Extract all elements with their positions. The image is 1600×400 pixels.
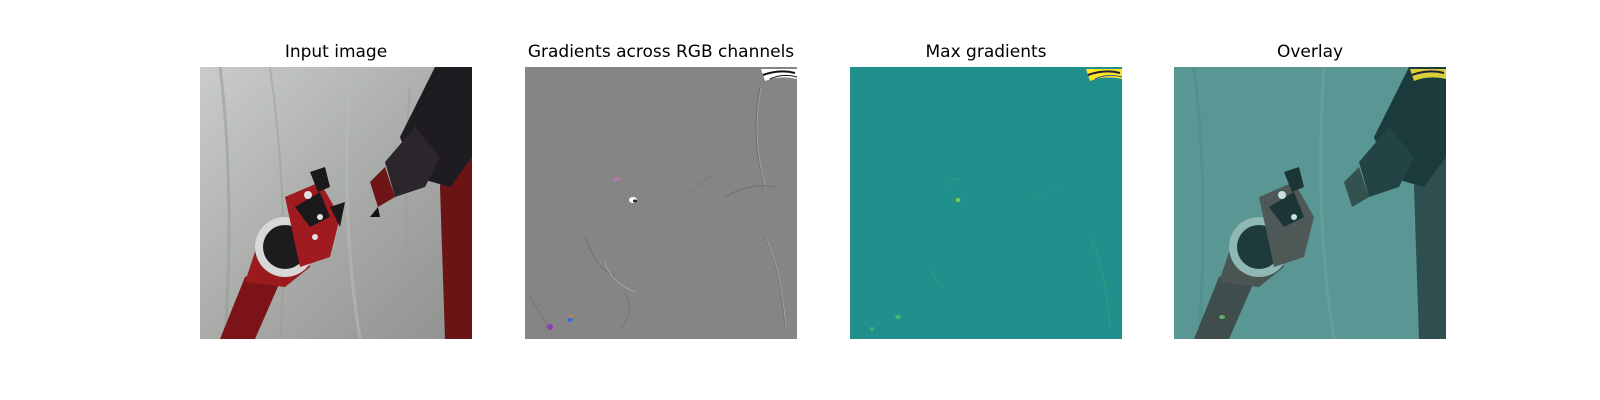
panel-input-image: Input image [200, 0, 472, 400]
rgb-gradient-image [525, 67, 797, 339]
panel-rgb-gradients: Gradients across RGB channels [525, 0, 797, 400]
panel-max-gradients: Max gradients [850, 0, 1122, 400]
max-gradient-image [850, 67, 1122, 339]
panel-title: Gradients across RGB channels [527, 42, 795, 62]
panel-overlay: Overlay [1174, 0, 1446, 400]
panel-title: Max gradients [925, 42, 1047, 62]
panel-title: Overlay [1276, 42, 1344, 62]
overlay-image [1174, 67, 1446, 339]
panel-title: Input image [284, 42, 388, 62]
input-image [200, 67, 472, 339]
